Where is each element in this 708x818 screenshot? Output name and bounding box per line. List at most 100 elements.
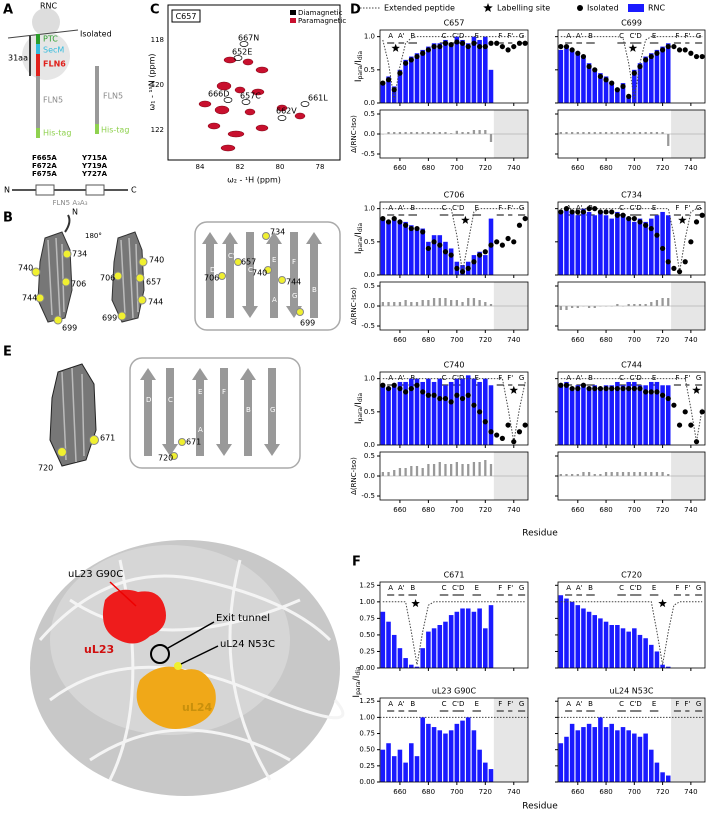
isolated-point — [598, 209, 603, 214]
bar — [649, 645, 654, 668]
delta-bar — [427, 300, 429, 306]
isolated-point — [666, 44, 671, 49]
bar — [415, 379, 420, 445]
delta-bar — [616, 304, 618, 306]
x-tick-label: 660 — [571, 788, 584, 796]
site-label: 657 — [146, 278, 161, 287]
bar — [426, 379, 431, 445]
isolated-point — [671, 44, 676, 49]
bar — [581, 727, 586, 782]
strand-letter: A — [272, 296, 277, 304]
y-tick-label: -0.5 — [361, 492, 375, 500]
strand-label: A' — [576, 374, 583, 382]
x-tick-label: 720 — [656, 506, 669, 514]
labelling-site — [692, 386, 701, 394]
strand-label: C — [619, 204, 624, 212]
bar — [472, 255, 477, 275]
delta-bar — [588, 306, 590, 308]
x-tick-label: 660 — [393, 506, 406, 514]
bar — [483, 763, 488, 782]
y-tick-label: 1.25 — [359, 697, 375, 705]
delta-bar — [393, 470, 395, 476]
isolated-point — [414, 54, 419, 59]
topology-strands — [140, 368, 280, 456]
bar — [437, 235, 442, 275]
bar — [409, 665, 414, 668]
isolated-point — [558, 383, 563, 388]
site-label: 706 — [71, 280, 86, 289]
y-tick-label: 0.0 — [364, 302, 375, 310]
x-tick-label: 700 — [628, 336, 641, 344]
x-tick-label: 740 — [507, 336, 520, 344]
site-label: 734 — [72, 250, 87, 259]
site — [179, 439, 186, 446]
isolated-point — [626, 216, 631, 221]
delta-bar — [611, 132, 613, 134]
panel-b: N 180° 734 740 706 744 699 740 706 657 7… — [18, 208, 340, 333]
bar — [432, 382, 437, 445]
bar — [615, 625, 620, 668]
label: N — [4, 186, 10, 195]
bar — [443, 40, 448, 103]
bar — [472, 612, 477, 668]
bar — [587, 612, 592, 668]
bar — [660, 47, 665, 103]
bar — [460, 721, 465, 782]
isolated-point — [575, 386, 580, 391]
y-axis-label: Δ(RNC-Iso) — [350, 115, 358, 153]
delta-bar — [450, 133, 452, 134]
strand-letter: E — [198, 388, 202, 396]
site-label: 699 — [62, 324, 77, 333]
y-tick-label: 0.50 — [359, 631, 375, 639]
label: uL23 G90C — [68, 569, 123, 580]
site — [58, 448, 67, 457]
bar — [576, 605, 581, 668]
ptc-segment — [36, 34, 40, 44]
bar — [437, 625, 442, 668]
label: PTC — [43, 35, 58, 44]
isolated-point — [380, 80, 385, 85]
delta-bar — [399, 302, 401, 306]
strand-label: G — [696, 584, 701, 592]
strand-letter: A — [198, 426, 203, 434]
y-tick-label: 0.00 — [359, 778, 375, 786]
delta-bar — [633, 132, 635, 134]
bar — [392, 756, 397, 782]
bar — [649, 53, 654, 103]
strand-label: F — [675, 584, 679, 592]
label-part: para — [355, 681, 362, 695]
ribosome-small — [32, 8, 60, 36]
strand-label: E — [475, 700, 479, 708]
chart-title: C657 — [444, 19, 465, 28]
tag: C657 — [176, 12, 197, 21]
fln6-segment — [36, 54, 40, 76]
bar — [604, 622, 609, 668]
bar — [570, 602, 575, 668]
delta-bar — [439, 298, 441, 306]
bar — [660, 772, 665, 782]
bar — [638, 63, 643, 103]
bar — [403, 222, 408, 275]
isolated-point — [426, 47, 431, 52]
x-tick-label: 740 — [684, 506, 697, 514]
bar — [386, 389, 391, 445]
isolated-point — [414, 383, 419, 388]
bar — [626, 382, 631, 445]
x-tick-label: 740 — [507, 164, 520, 172]
isolated-point — [392, 87, 397, 92]
strand-label: F — [498, 700, 502, 708]
isolated-point — [688, 239, 693, 244]
site-label: 744 — [148, 298, 163, 307]
label-part: dia — [357, 223, 364, 232]
bar — [559, 595, 564, 668]
y-tick-label: 1.0 — [364, 205, 375, 213]
x-tick-label: 680 — [599, 336, 612, 344]
isolated-point — [517, 223, 522, 228]
x-tick-label: 80 — [276, 163, 285, 171]
bar — [592, 215, 597, 275]
strand-label: F — [498, 584, 502, 592]
strand-letter: F — [292, 258, 296, 266]
site — [63, 250, 71, 258]
isolated-point — [426, 246, 431, 251]
site — [219, 273, 226, 280]
